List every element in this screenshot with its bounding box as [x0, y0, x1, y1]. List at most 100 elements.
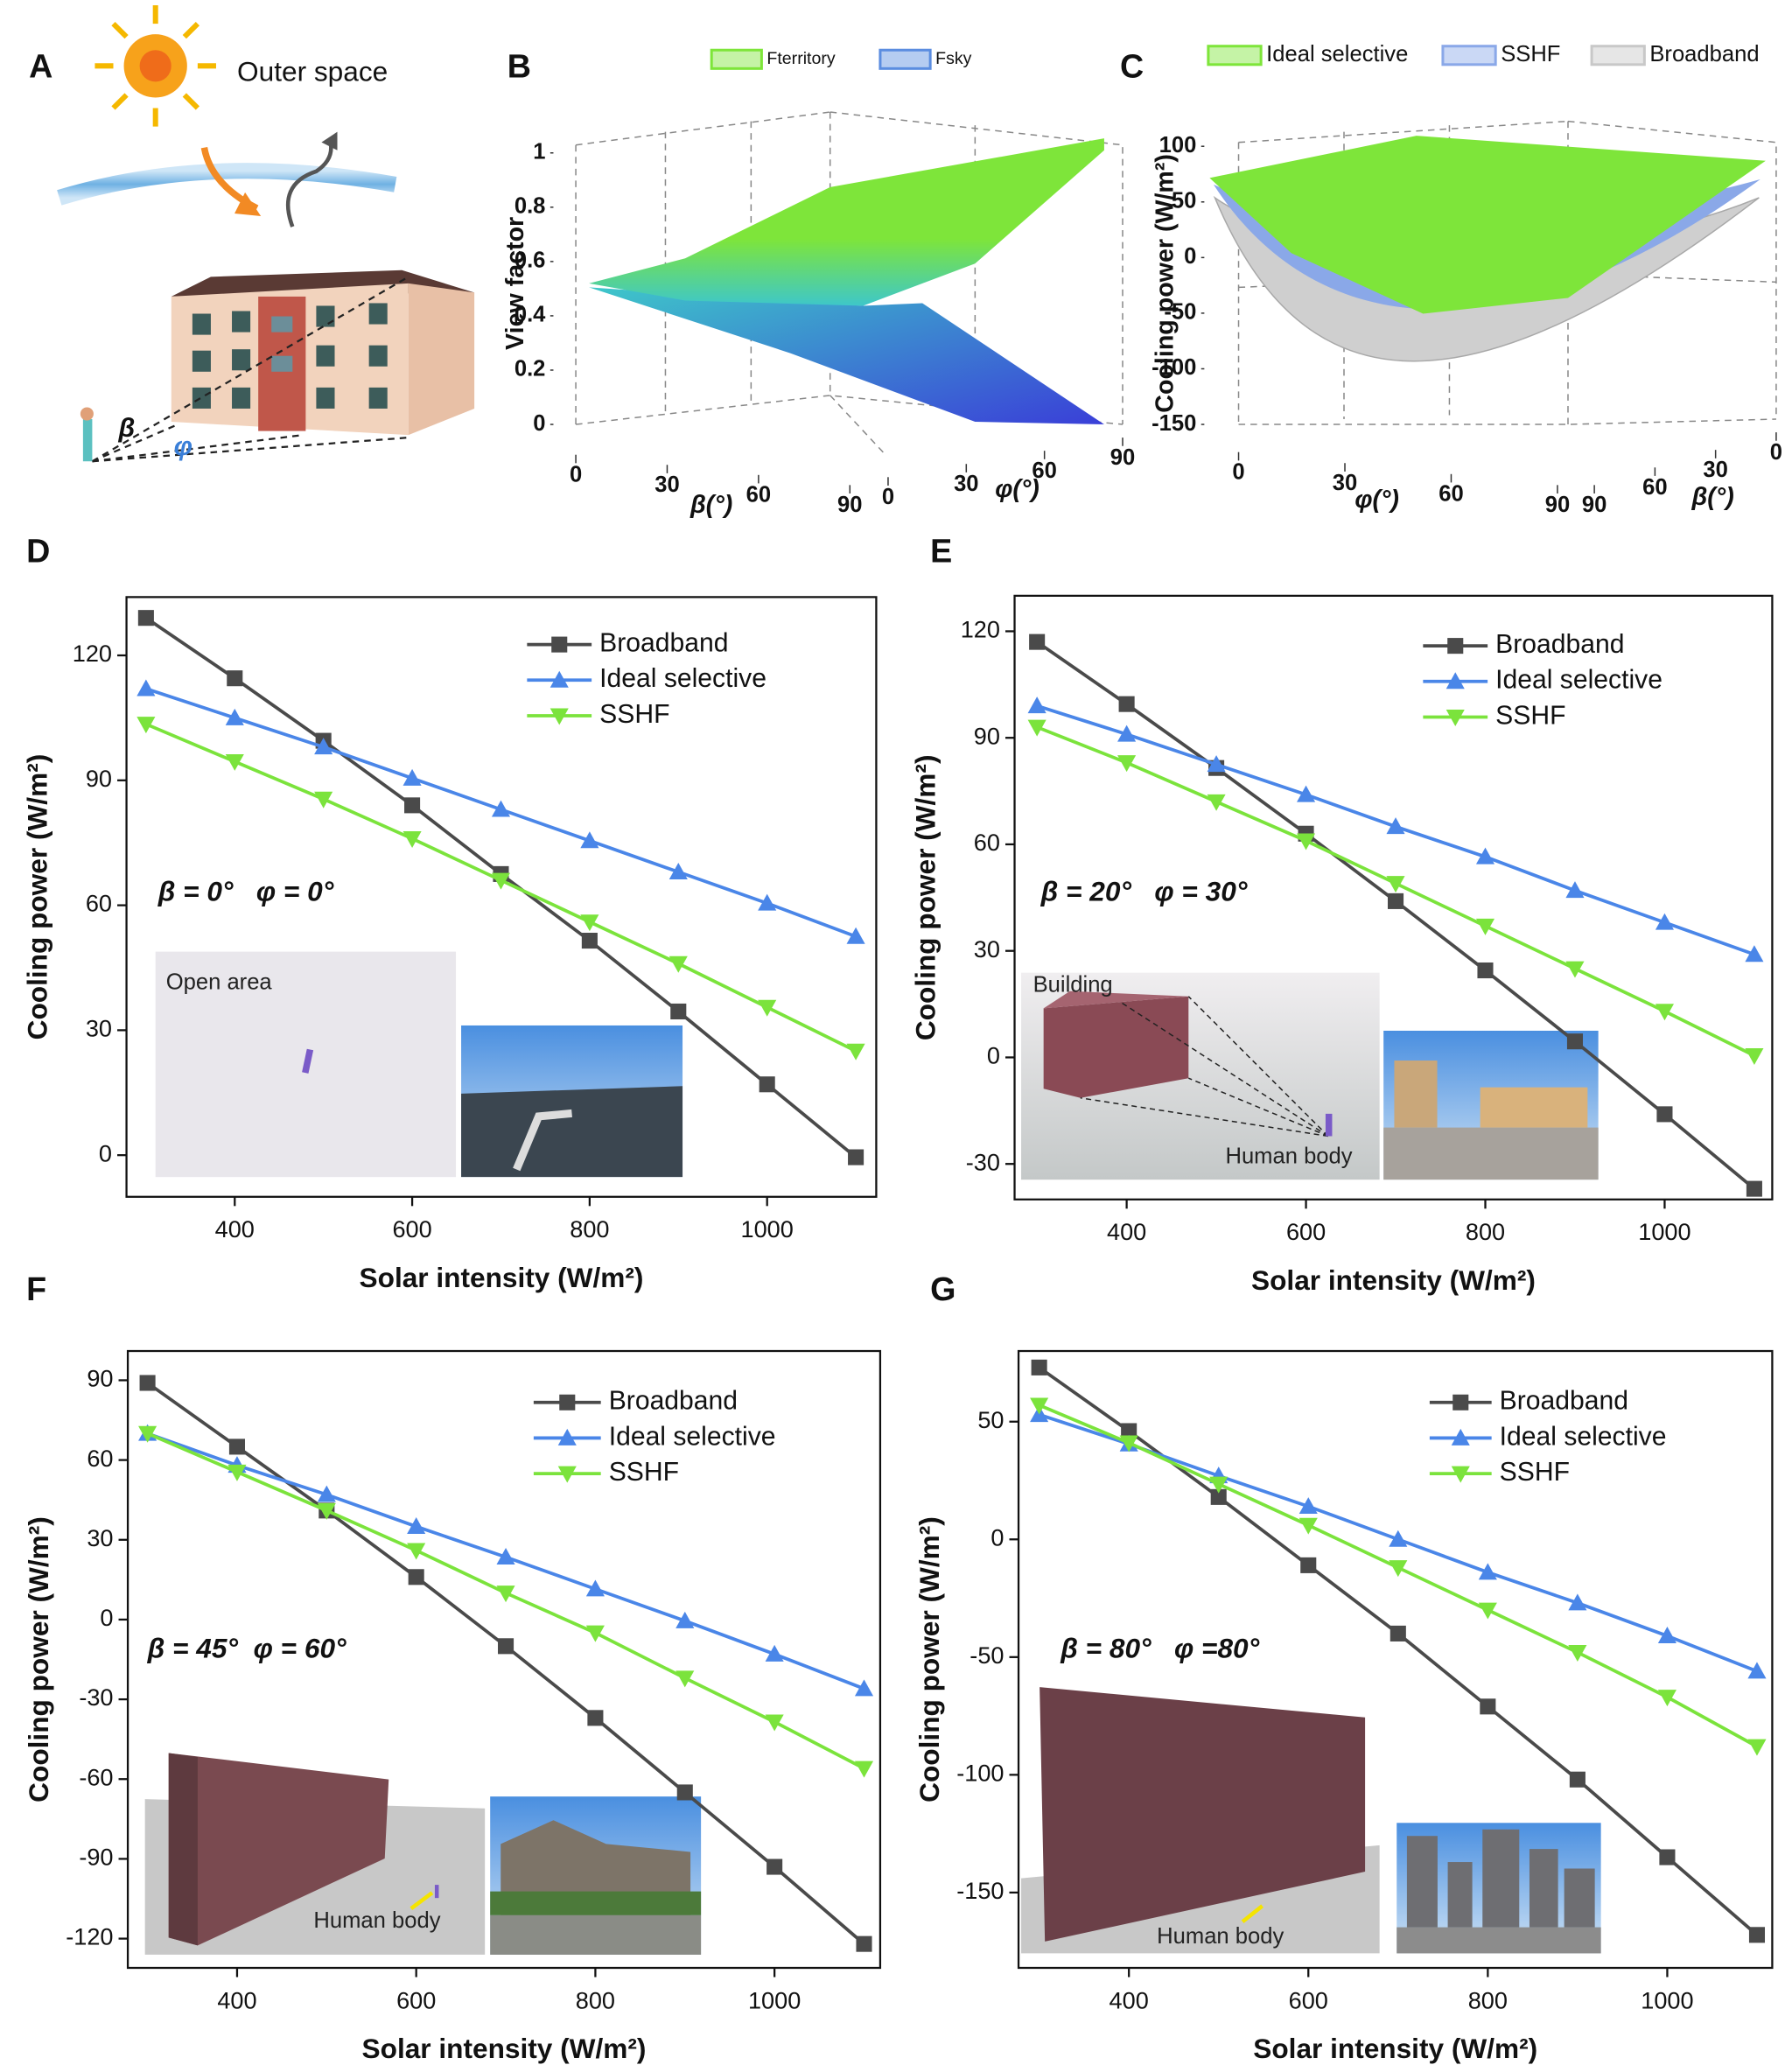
marker — [1565, 881, 1585, 899]
tick-label: 1 — [533, 140, 545, 164]
marker — [1389, 1530, 1408, 1547]
legend-swatch — [1207, 45, 1263, 66]
marker — [846, 927, 865, 944]
marker — [228, 1438, 245, 1455]
panel-label: D — [26, 533, 50, 570]
y-tick-label: -50 — [970, 1642, 1004, 1669]
marker — [225, 753, 244, 771]
photo-building — [1482, 1829, 1520, 1928]
x-tick-label: 400 — [1107, 1218, 1146, 1245]
marker — [580, 914, 599, 932]
photo-building — [1394, 1060, 1438, 1128]
x-axis-label: Solar intensity (W/m²) — [1251, 1264, 1536, 1296]
legend-label: SSHF — [609, 1458, 679, 1487]
x-tick-label: 1000 — [741, 1215, 794, 1242]
y-tick-label: -120 — [66, 1923, 113, 1950]
marker — [580, 831, 599, 849]
marker — [1480, 1698, 1496, 1715]
marker — [1118, 696, 1135, 712]
y-tick-label: -30 — [966, 1148, 1000, 1175]
tick-label: 0.6 — [514, 248, 546, 273]
x-tick-label: 600 — [396, 1986, 436, 2013]
tick-label: 30 — [1333, 471, 1357, 495]
outgoing-arrow — [285, 137, 333, 228]
y-tick-label: 0 — [987, 1042, 1000, 1069]
marker — [670, 1003, 687, 1020]
photo-ground — [1396, 1927, 1601, 1954]
legend-marker — [550, 670, 569, 688]
marker — [1119, 1435, 1138, 1452]
plot-frame — [125, 596, 878, 1198]
y-tick-label: 50 — [977, 1406, 1004, 1433]
y-tick-label: 60 — [87, 1445, 113, 1472]
marker — [1029, 634, 1046, 650]
marker — [314, 738, 333, 755]
x-tick-label: 400 — [1110, 1986, 1149, 2013]
marker — [1389, 1560, 1408, 1578]
human-body — [302, 1048, 314, 1074]
marker — [758, 893, 777, 911]
tick-label: -100 — [1152, 355, 1196, 380]
x-tick-label: 1000 — [1641, 1986, 1693, 2013]
human-body — [1325, 1113, 1333, 1137]
marker — [136, 679, 156, 696]
y-axis-label: β(°) — [1691, 483, 1734, 511]
marker — [1298, 1497, 1318, 1515]
tick-label: 90 — [837, 493, 862, 517]
side-wall — [408, 283, 475, 436]
legend-label: Ideal selective — [599, 664, 766, 693]
marker — [1117, 755, 1137, 773]
tick-label: 90 — [1110, 445, 1135, 470]
legend-swatch — [710, 48, 763, 70]
arrow-head — [234, 192, 262, 217]
marker — [1207, 794, 1226, 811]
legend-label: Ideal selective — [1495, 666, 1662, 695]
panel-label: C — [1120, 47, 1144, 84]
human-body — [434, 1885, 439, 1899]
marker — [1027, 696, 1046, 714]
x-tick-label: 1000 — [748, 1986, 801, 2013]
marker — [765, 1644, 784, 1662]
y-axis-label: Cooling power (W/m²) — [23, 1516, 54, 1802]
marker — [404, 797, 421, 814]
marker — [491, 872, 511, 890]
marker — [1478, 1602, 1497, 1620]
arrow-head — [321, 131, 338, 150]
annotation: β = 0° φ = 0° — [158, 876, 334, 907]
panel-label: A — [29, 47, 52, 84]
marker — [758, 999, 777, 1017]
legend-marker — [550, 708, 569, 725]
tick-label: 50 — [1172, 189, 1196, 214]
annotation: β = 80° φ =80° — [1060, 1632, 1259, 1663]
tick-label: 0 — [570, 463, 582, 487]
x-tick-label: 600 — [1286, 1218, 1326, 1245]
marker — [1386, 876, 1405, 893]
inset-label: Building — [1033, 973, 1113, 998]
wall — [1040, 1687, 1366, 1942]
marker — [1568, 1645, 1587, 1662]
y-tick-label: 90 — [87, 1365, 113, 1392]
legend-marker — [1446, 672, 1465, 690]
marker — [1657, 1627, 1676, 1644]
x-tick-label: 1000 — [1638, 1218, 1690, 1245]
tick-label: 0 — [533, 411, 545, 436]
marker — [317, 1485, 336, 1502]
wall — [168, 1753, 389, 1946]
y-tick-label: -60 — [79, 1763, 113, 1790]
legend-label: SSHF — [1500, 1458, 1570, 1487]
y-tick-label: -30 — [79, 1684, 113, 1711]
marker — [228, 1464, 247, 1481]
tick-label: 0 — [1770, 440, 1782, 465]
marker — [765, 1714, 784, 1732]
marker — [1386, 817, 1405, 835]
x-tick-label: 600 — [392, 1215, 431, 1242]
annotation: β = 45° φ = 60° — [147, 1632, 346, 1663]
marker — [317, 1502, 336, 1520]
legend-label: SSHF — [1501, 42, 1560, 66]
photo-building — [1564, 1868, 1595, 1928]
panel-label: B — [508, 47, 531, 84]
legend-swatch — [1441, 45, 1497, 66]
marker — [227, 670, 243, 687]
plot-frame — [1013, 594, 1774, 1200]
